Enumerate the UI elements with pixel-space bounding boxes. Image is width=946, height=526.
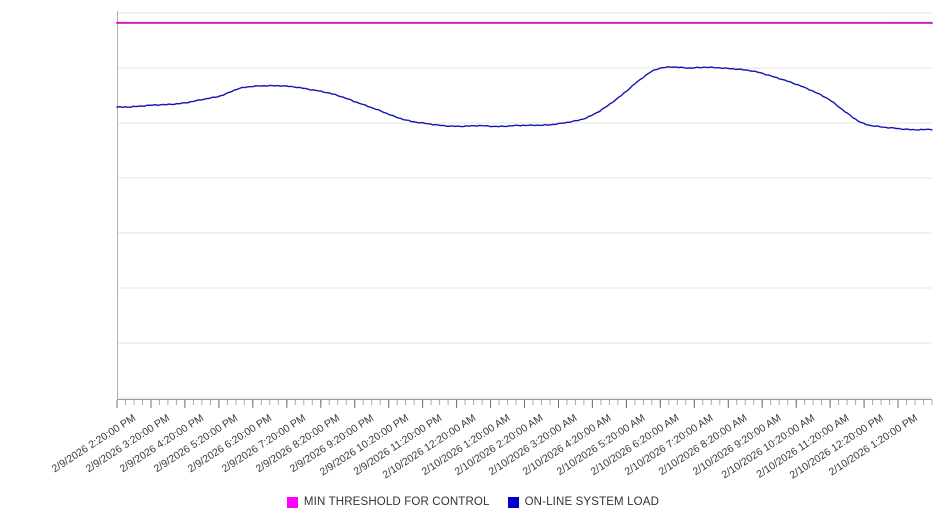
x-axis-major-ticks — [116, 400, 899, 408]
gridlines — [117, 12, 932, 399]
legend-swatch-icon — [286, 496, 298, 508]
legend-swatch-icon — [507, 496, 519, 508]
legend-item-on-line-system-load[interactable]: ON-LINE SYSTEM LOAD — [507, 496, 660, 508]
legend-label: MIN THRESHOLD FOR CONTROL — [303, 496, 490, 508]
legend-item-min-threshold-for-control[interactable]: MIN THRESHOLD FOR CONTROL — [286, 496, 490, 508]
legend-label: ON-LINE SYSTEM LOAD — [524, 496, 660, 508]
chart-legend: MIN THRESHOLD FOR CONTROL ON-LINE SYSTEM… — [0, 496, 946, 508]
series-on-line-system-load — [116, 66, 933, 131]
